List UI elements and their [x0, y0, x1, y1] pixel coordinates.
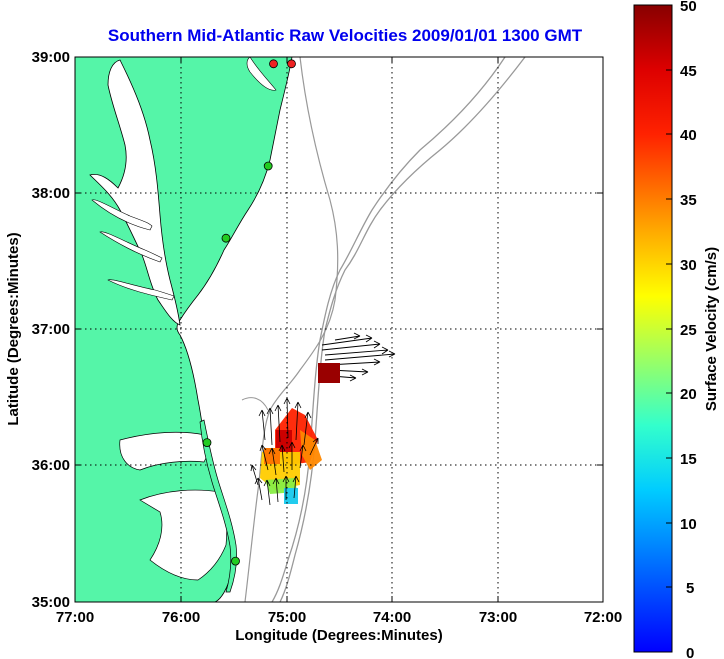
x-tick-label: 73:00	[479, 609, 517, 626]
x-tick-label: 72:00	[584, 609, 622, 626]
radar-station-marker	[221, 233, 231, 243]
colorbar-tick-label: 20	[680, 386, 697, 403]
velocity-patch-orange	[300, 430, 322, 470]
radar-station-marker	[263, 161, 273, 171]
colorbar-gradient	[633, 4, 673, 653]
radar-station-marker	[269, 59, 278, 69]
radar-station-marker	[231, 556, 240, 566]
bathymetry-contour-middle	[271, 57, 506, 602]
radar-stations	[202, 59, 296, 566]
bathymetry-contour-shelf	[241, 397, 269, 411]
radar-station-marker	[287, 59, 296, 69]
velocity-cell-orange	[264, 448, 280, 464]
x-tick-label: 76:00	[162, 609, 200, 626]
outer-banks	[199, 419, 237, 593]
bathymetry-contour-outer	[279, 57, 526, 602]
colorbar-tick-label: 25	[680, 322, 697, 339]
y-tick-label: 39:00	[32, 49, 70, 66]
y-tick-label: 36:00	[32, 457, 70, 474]
x-tick-label: 77:00	[56, 609, 94, 626]
velocity-vectors-north	[321, 332, 396, 382]
x-tick-label: 75:00	[268, 609, 306, 626]
y-tick-label: 38:00	[32, 185, 70, 202]
colorbar-tick-label: 50	[680, 0, 697, 15]
velocity-vectors-south	[250, 397, 319, 506]
delaware-bay	[246, 57, 277, 91]
x-axis-label: Longitude (Degrees:Minutes)	[235, 627, 443, 644]
albemarle-sound	[119, 431, 209, 471]
colorbar-tick-label: 10	[680, 516, 697, 533]
rappahannock-river	[99, 231, 163, 263]
colorbar-label: Surface Velocity (cm/s)	[703, 247, 720, 411]
colorbar-tick-label: 35	[680, 192, 697, 209]
x-tick-label: 74:00	[373, 609, 411, 626]
colorbar-tick-label: 45	[680, 63, 697, 80]
bathymetry-contour-inner	[244, 57, 339, 602]
colorbar-tick-label: 40	[680, 127, 697, 144]
tick-marks	[75, 57, 603, 602]
colorbar-ticks	[666, 4, 672, 653]
velocity-cell-north	[318, 363, 340, 383]
gridlines	[75, 57, 603, 602]
y-axis-label: Latitude (Degrees:Minutes)	[5, 232, 22, 425]
colorbar-tick-label: 15	[680, 451, 697, 468]
y-tick-label: 35:00	[32, 594, 70, 611]
colorbar-tick-label: 5	[686, 580, 694, 597]
york-james-rivers	[107, 279, 175, 301]
radar-station-marker	[202, 438, 212, 448]
y-tick-label: 37:00	[32, 321, 70, 338]
potomac-river	[91, 199, 153, 231]
colorbar-tick-label: 30	[680, 257, 697, 274]
pamlico-sound	[139, 489, 228, 581]
colorbar-tick-label: 0	[686, 645, 694, 659]
chart-title: Southern Mid-Atlantic Raw Velocities 200…	[107, 26, 583, 45]
